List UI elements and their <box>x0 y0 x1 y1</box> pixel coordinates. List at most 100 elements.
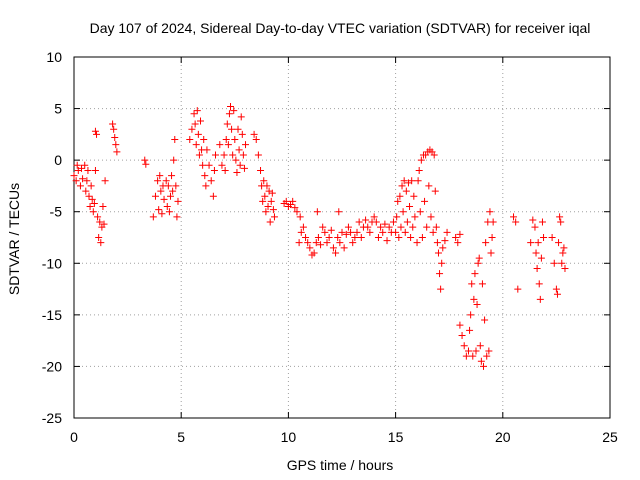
y-axis-label: SDTVAR / TECUs <box>6 183 22 295</box>
data-point <box>232 156 240 164</box>
data-point <box>393 213 401 221</box>
data-point <box>227 103 235 111</box>
chart-title: Day 107 of 2024, Sidereal Day-to-day VTE… <box>90 20 591 36</box>
data-point <box>537 254 545 262</box>
data-point <box>85 192 93 200</box>
data-point <box>83 177 91 185</box>
data-point <box>336 239 344 247</box>
data-point <box>218 161 226 169</box>
data-point <box>534 239 542 247</box>
data-point <box>259 197 267 205</box>
data-point <box>233 169 241 177</box>
data-point <box>282 197 290 205</box>
data-point <box>96 218 104 226</box>
data-point <box>540 234 548 241</box>
data-point <box>93 130 101 138</box>
data-point <box>94 213 102 221</box>
data-point <box>306 244 314 252</box>
data-point <box>403 218 411 226</box>
data-point <box>377 223 385 231</box>
data-point <box>86 203 94 211</box>
data-point <box>299 223 307 231</box>
data-point <box>468 280 476 288</box>
data-point <box>470 295 478 303</box>
y-tick-label: -15 <box>42 307 62 323</box>
data-point <box>210 166 218 174</box>
data-point <box>414 177 422 185</box>
data-point <box>231 136 239 144</box>
data-point <box>257 166 265 174</box>
data-point <box>488 234 496 241</box>
data-point <box>335 208 343 216</box>
data-point <box>237 113 245 121</box>
data-point <box>510 213 518 221</box>
data-point <box>78 164 86 172</box>
data-point <box>443 228 451 236</box>
data-point <box>454 239 462 247</box>
data-point <box>466 326 474 334</box>
data-point <box>366 228 374 236</box>
data-point <box>163 203 171 211</box>
data-point <box>304 239 312 247</box>
y-tick-label: -10 <box>42 255 62 271</box>
data-point <box>485 347 493 355</box>
data-point <box>242 141 250 149</box>
data-point <box>201 172 209 180</box>
data-point <box>170 156 178 164</box>
data-point <box>409 223 417 231</box>
data-point <box>338 228 346 236</box>
data-point <box>538 218 546 226</box>
data-point <box>437 285 445 293</box>
data-point <box>84 166 92 174</box>
data-point <box>413 239 421 247</box>
data-point <box>334 234 342 241</box>
data-point <box>154 177 162 185</box>
data-point <box>87 182 95 190</box>
data-point <box>260 177 268 185</box>
data-point <box>252 136 260 144</box>
data-point <box>342 230 350 238</box>
data-point <box>456 321 464 329</box>
y-tick-label: -5 <box>50 204 63 220</box>
data-point <box>535 280 543 288</box>
data-point <box>230 107 238 115</box>
data-point <box>235 146 243 154</box>
data-point <box>191 120 199 128</box>
data-point <box>480 362 488 370</box>
data-point <box>550 259 558 267</box>
data-point <box>202 182 210 190</box>
data-point <box>364 223 372 231</box>
data-point <box>297 228 305 236</box>
data-point <box>483 352 491 360</box>
data-point <box>151 192 159 200</box>
data-point <box>432 223 440 231</box>
data-point <box>482 239 490 247</box>
data-point <box>236 161 244 169</box>
data-point <box>362 216 370 224</box>
data-point <box>91 127 99 135</box>
x-tick-label: 5 <box>177 429 185 445</box>
data-point <box>558 259 566 267</box>
data-point <box>381 220 389 228</box>
y-tick-label: 0 <box>54 152 62 168</box>
x-tick-label: 20 <box>495 429 511 445</box>
data-point <box>200 136 208 144</box>
data-point <box>332 249 340 257</box>
data-point <box>418 234 426 241</box>
data-point <box>347 228 355 236</box>
data-point <box>553 290 561 298</box>
data-point <box>532 249 540 257</box>
data-point <box>314 234 322 241</box>
data-point <box>531 223 539 231</box>
data-point <box>370 213 378 221</box>
data-point <box>264 203 272 211</box>
data-point <box>156 172 164 180</box>
data-point <box>456 230 464 238</box>
data-point <box>270 213 278 221</box>
data-point <box>203 146 211 154</box>
data-point <box>90 199 98 207</box>
data-point <box>269 206 277 214</box>
data-point <box>229 151 237 159</box>
data-point <box>439 244 447 252</box>
data-point <box>349 239 357 247</box>
